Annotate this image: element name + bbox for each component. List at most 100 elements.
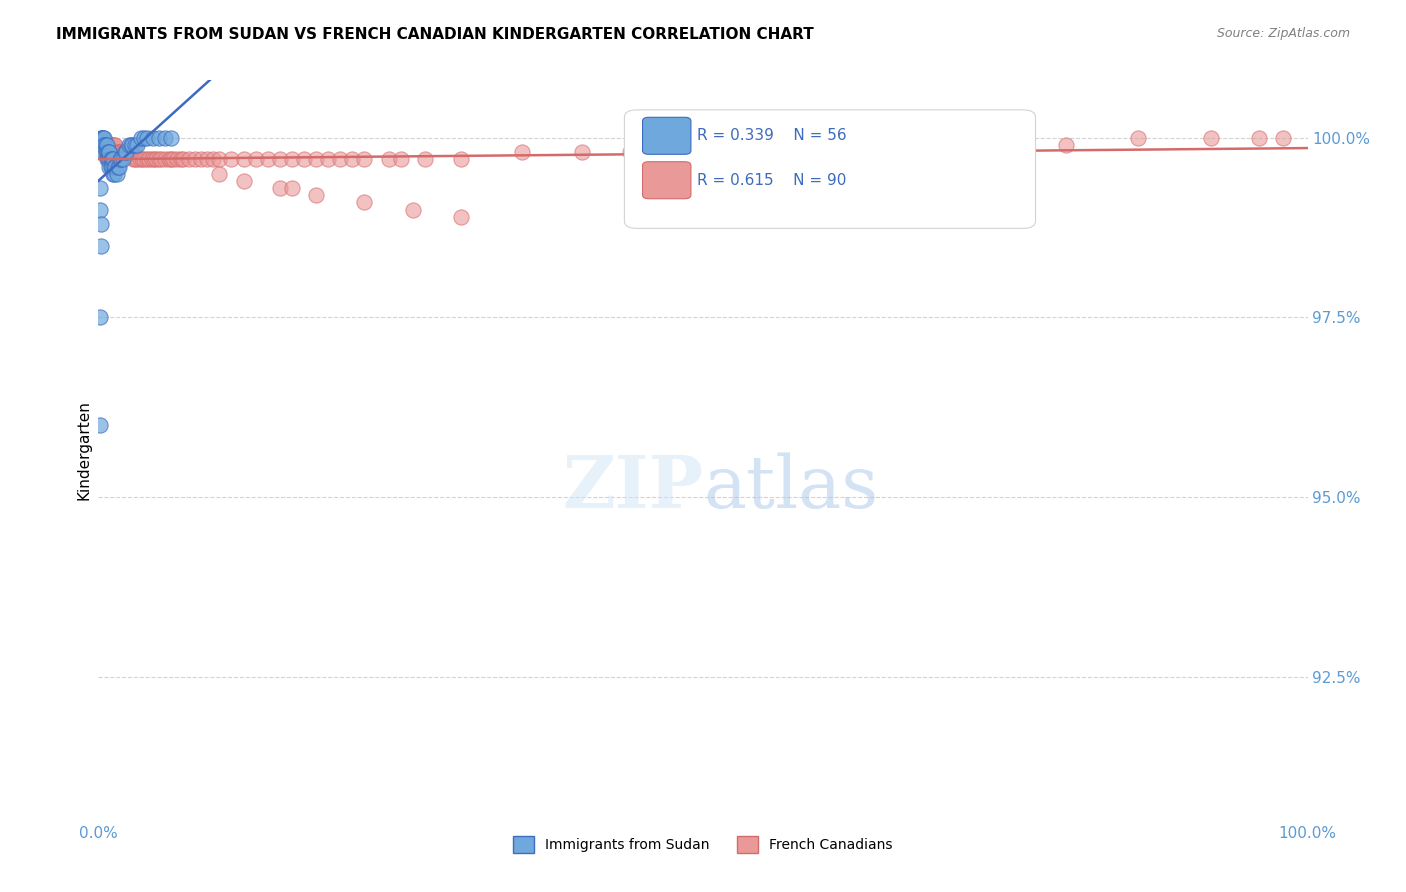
Point [114,145,136,160]
Point [153,153,176,167]
Point [342,153,364,167]
Text: R = 0.339    N = 56: R = 0.339 N = 56 [697,128,846,144]
Point [105,145,128,160]
Point [353,195,375,210]
Point [91,138,114,153]
Point [195,153,218,167]
Text: IMMIGRANTS FROM SUDAN VS FRENCH CANADIAN KINDERGARTEN CORRELATION CHART: IMMIGRANTS FROM SUDAN VS FRENCH CANADIAN… [56,27,814,42]
Point [103,160,125,174]
Point [208,167,231,181]
Point [120,145,142,160]
Point [91,130,114,145]
Point [111,153,134,167]
Point [112,145,135,160]
Point [135,130,157,145]
Point [450,153,472,167]
Point [120,138,142,153]
Point [256,153,278,167]
Point [118,145,141,160]
Point [190,153,212,167]
Point [1249,130,1271,145]
Point [111,145,134,160]
Point [104,160,127,174]
Point [97,153,120,167]
Point [145,153,167,167]
Point [103,167,125,181]
Y-axis label: Kindergarten: Kindergarten [76,401,91,500]
Point [141,153,163,167]
Point [134,153,156,167]
Point [1272,130,1295,145]
Point [776,138,799,153]
Point [89,310,111,325]
Point [134,130,156,145]
Point [98,145,121,160]
Point [91,130,114,145]
Point [94,145,117,160]
Point [981,138,1004,153]
Point [172,153,194,167]
Point [148,130,170,145]
Point [716,145,738,160]
Point [108,145,131,160]
Point [269,153,291,167]
Point [100,153,122,167]
Point [104,138,127,153]
Point [110,153,132,167]
FancyBboxPatch shape [643,117,690,154]
Point [389,153,412,167]
Point [96,138,118,153]
Point [281,153,304,167]
Point [101,138,124,153]
Point [110,145,132,160]
Point [114,145,136,160]
Point [166,153,188,167]
Point [153,130,176,145]
Legend: Immigrants from Sudan, French Canadians: Immigrants from Sudan, French Canadians [508,830,898,858]
Point [115,145,138,160]
Point [96,153,118,167]
Point [143,153,166,167]
Point [910,138,932,153]
Point [232,153,254,167]
Point [668,145,690,160]
Point [97,138,120,153]
Point [107,145,129,160]
Point [93,138,115,153]
Point [90,130,112,145]
Point [131,153,153,167]
Point [232,174,254,188]
Point [413,153,436,167]
Point [124,153,146,167]
Point [101,153,124,167]
Point [169,153,191,167]
Point [837,138,859,153]
Point [121,145,143,160]
Point [571,145,593,160]
Point [98,138,121,153]
Point [91,138,114,153]
Point [94,138,117,153]
Point [157,153,180,167]
Point [245,153,267,167]
Point [100,153,122,167]
Point [377,153,399,167]
Point [292,153,315,167]
Point [107,160,129,174]
Point [98,160,121,174]
Text: Source: ZipAtlas.com: Source: ZipAtlas.com [1216,27,1350,40]
Point [162,153,184,167]
Point [93,130,115,145]
Point [1199,130,1222,145]
Point [94,138,117,153]
Point [510,145,533,160]
Point [148,153,170,167]
Point [202,153,225,167]
Point [305,153,328,167]
Point [124,138,146,153]
Point [305,188,328,202]
Point [98,145,121,160]
Point [135,153,157,167]
Point [101,167,124,181]
Point [100,138,122,153]
